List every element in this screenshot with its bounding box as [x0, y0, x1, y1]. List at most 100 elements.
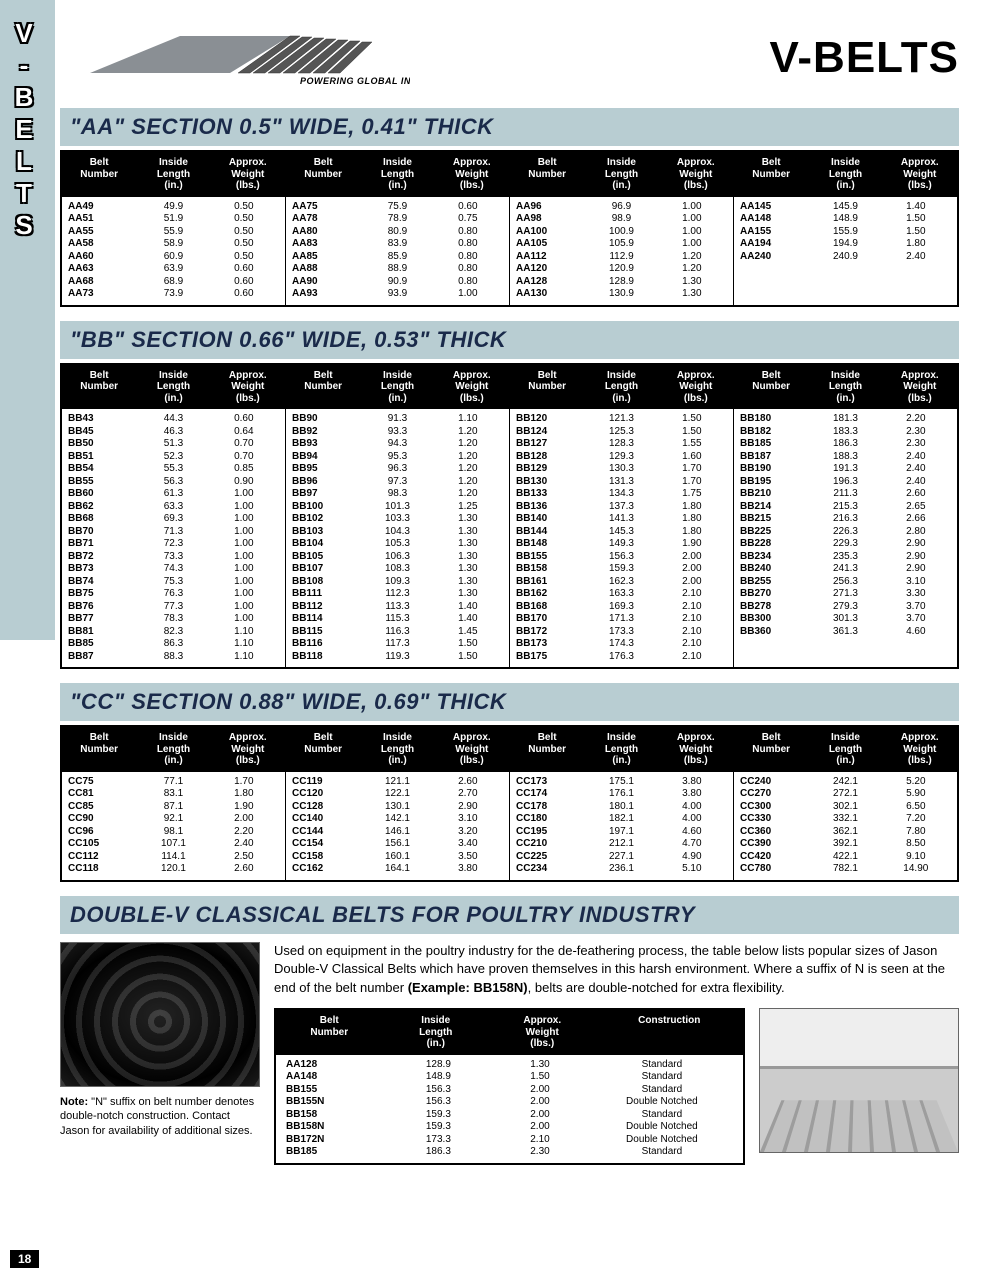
cell-inside-length: 114.1: [138, 851, 208, 864]
cell-inside-length: 107.1: [138, 838, 208, 851]
cell-inside-length: 73.3: [138, 551, 208, 564]
cell-inside-length: 128.9: [586, 276, 656, 289]
table-row: BB5556.30.90: [68, 476, 279, 489]
cell-belt-number: BB60: [68, 488, 138, 501]
table-row: BB9091.31.10: [292, 413, 503, 426]
cell-belt-number: BB175: [516, 651, 586, 664]
cell-approx-weight: 2.10: [657, 601, 727, 614]
cell-belt-number: CC180: [516, 813, 586, 826]
cell-construction: Standard: [591, 1084, 733, 1097]
col-approx-weight: Approx.Weight(lbs.): [659, 365, 733, 410]
table-row: BB180181.32.20: [740, 413, 951, 426]
cell-belt-number: BB87: [68, 651, 138, 664]
cell-approx-weight: 2.00: [209, 813, 279, 826]
table-row: CC225227.14.90: [516, 851, 727, 864]
cell-inside-length: 128.3: [586, 438, 656, 451]
table-row: BB214215.32.65: [740, 501, 951, 514]
cell-inside-length: 68.9: [138, 276, 208, 289]
cell-approx-weight: 3.10: [433, 813, 503, 826]
cell-inside-length: 92.1: [138, 813, 208, 826]
table-row: AA148148.91.50Standard: [286, 1071, 733, 1084]
spec-table-header: BeltNumberInsideLength(in.)Approx.Weight…: [62, 152, 285, 197]
cell-inside-length: 93.9: [362, 288, 432, 301]
cell-belt-number: BB300: [740, 613, 810, 626]
cell-construction: Standard: [591, 1071, 733, 1084]
cell-inside-length: 302.1: [810, 801, 880, 814]
cell-approx-weight: 0.80: [433, 251, 503, 264]
cell-belt-number: BB45: [68, 426, 138, 439]
cell-belt-number: BB54: [68, 463, 138, 476]
cell-approx-weight: 1.90: [657, 538, 727, 551]
cell-belt-number: BB210: [740, 488, 810, 501]
cell-belt-number: BB240: [740, 563, 810, 576]
table-row: CC9092.12.00: [68, 813, 279, 826]
cell-belt-number: BB228: [740, 538, 810, 551]
table-row: BB124125.31.50: [516, 426, 727, 439]
table-row: BB7273.31.00: [68, 551, 279, 564]
col-approx-weight: Approx.Weight(lbs.): [883, 365, 957, 410]
table-row: BB102103.31.30: [292, 513, 503, 526]
table-row: BB7374.31.00: [68, 563, 279, 576]
cell-belt-number: BB77: [68, 613, 138, 626]
cell-approx-weight: 1.30: [433, 551, 503, 564]
cell-inside-length: 159.3: [388, 1121, 490, 1134]
cell-belt-number: AA155: [740, 226, 810, 239]
cell-belt-number: AA68: [68, 276, 138, 289]
cell-belt-number: CC162: [292, 863, 362, 876]
cell-approx-weight: 0.50: [209, 251, 279, 264]
cell-approx-weight: 0.90: [209, 476, 279, 489]
cell-approx-weight: 0.60: [209, 276, 279, 289]
poultry-section-title: DOUBLE-V CLASSICAL BELTS FOR POULTRY IND…: [60, 896, 959, 934]
cell-inside-length: 173.3: [586, 626, 656, 639]
cell-belt-number: CC225: [516, 851, 586, 864]
table-row: CC118120.12.60: [68, 863, 279, 876]
col-inside-length: InsideLength(in.): [584, 365, 658, 410]
cell-approx-weight: 7.20: [881, 813, 951, 826]
cell-approx-weight: 1.30: [657, 276, 727, 289]
table-row: AA9898.91.00: [516, 213, 727, 226]
cell-belt-number: BB76: [68, 601, 138, 614]
cell-approx-weight: 8.50: [881, 838, 951, 851]
cell-belt-number: AA98: [516, 213, 586, 226]
poultry-desc-example: (Example: BB158N): [408, 980, 528, 995]
cell-belt-number: BB72: [68, 551, 138, 564]
page-header: POWERING GLOBAL INDUSTRY V-BELTS: [60, 20, 959, 102]
cell-inside-length: 77.1: [138, 776, 208, 789]
cell-approx-weight: 1.50: [881, 213, 951, 226]
cell-belt-number: BB185: [740, 438, 810, 451]
table-row: CC174176.13.80: [516, 788, 727, 801]
table-row: BB155156.32.00Standard: [286, 1084, 733, 1097]
table-row: AA128128.91.30: [516, 276, 727, 289]
cell-approx-weight: 2.40: [881, 463, 951, 476]
cell-approx-weight: 0.80: [433, 238, 503, 251]
cell-approx-weight: 2.00: [657, 563, 727, 576]
table-row: CC144146.13.20: [292, 826, 503, 839]
table-row: BB158N159.32.00Double Notched: [286, 1121, 733, 1134]
cell-belt-number: AA73: [68, 288, 138, 301]
cell-approx-weight: 3.80: [657, 776, 727, 789]
note-text: Note: "N" suffix on belt number denotes …: [60, 1095, 260, 1140]
cell-belt-number: AA194: [740, 238, 810, 251]
table-row: BB6061.31.00: [68, 488, 279, 501]
table-row: CC300302.16.50: [740, 801, 951, 814]
table-row: AA112112.91.20: [516, 251, 727, 264]
col-belt-number: BeltNumber: [62, 152, 136, 197]
cell-approx-weight: 1.50: [433, 638, 503, 651]
cell-inside-length: 71.3: [138, 526, 208, 539]
spec-table-column: BeltNumberInsideLength(in.)Approx.Weight…: [733, 727, 957, 880]
col-inside-length: InsideLength(in.): [808, 365, 882, 410]
cell-approx-weight: 0.50: [209, 226, 279, 239]
cell-inside-length: 134.3: [586, 488, 656, 501]
cell-inside-length: 156.1: [362, 838, 432, 851]
cell-inside-length: 90.9: [362, 276, 432, 289]
col-belt-number: BeltNumber: [510, 152, 584, 197]
table-row: CC195197.14.60: [516, 826, 727, 839]
cell-approx-weight: 2.40: [209, 838, 279, 851]
cell-approx-weight: 0.60: [433, 201, 503, 214]
table-row: BB234235.32.90: [740, 551, 951, 564]
col-approx-weight: Approx.Weight(lbs.): [211, 727, 285, 772]
cell-approx-weight: 1.80: [657, 526, 727, 539]
table-row: AA145145.91.40: [740, 201, 951, 214]
cell-belt-number: CC360: [740, 826, 810, 839]
cell-inside-length: 227.1: [586, 851, 656, 864]
